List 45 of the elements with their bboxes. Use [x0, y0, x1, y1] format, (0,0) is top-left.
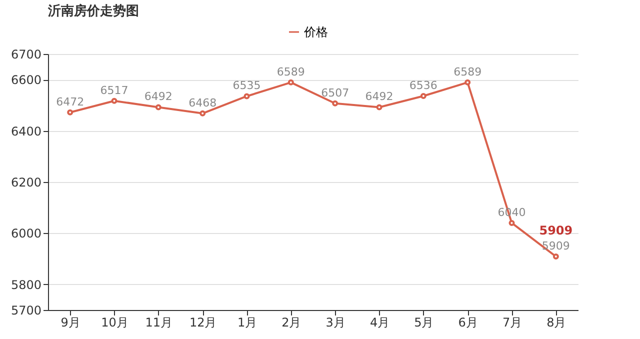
- chart-title: 沂南房价走势图: [47, 3, 139, 19]
- point: [420, 92, 426, 99]
- point: [67, 109, 74, 116]
- y-tick-label: 6200: [10, 176, 42, 190]
- data-label: 6536: [409, 78, 438, 92]
- point: [111, 98, 118, 104]
- y-tick-label: 6400: [10, 124, 42, 138]
- data-label: 6492: [144, 90, 172, 104]
- data-label: 6472: [56, 95, 84, 108]
- data-label: 5909: [542, 239, 570, 252]
- y-tick-label: 6600: [10, 73, 42, 88]
- y-tick-label: 6000: [10, 226, 42, 241]
- point: [288, 79, 294, 86]
- y-tick-label: 5800: [10, 278, 42, 292]
- x-tick-label: 10月: [101, 316, 128, 330]
- data-label: 6468: [188, 96, 217, 110]
- x-tick-label: 3月: [326, 316, 346, 330]
- x-tick-label: 8月: [546, 316, 566, 330]
- point: [508, 220, 515, 226]
- data-label: 6492: [365, 90, 394, 104]
- x-tick-label: 7月: [502, 316, 522, 330]
- y-tick-label: 6700: [10, 48, 42, 62]
- x-tick-label: 9月: [60, 316, 80, 330]
- data-label: 6517: [100, 84, 128, 97]
- point: [155, 104, 162, 110]
- data-label: 6535: [232, 79, 261, 92]
- point: [332, 100, 338, 106]
- point: [376, 104, 382, 110]
- x-tick-label: 12月: [189, 316, 217, 330]
- x-tick-label: 1月: [237, 316, 258, 330]
- point: [552, 254, 559, 260]
- x-tick-label: 4月: [370, 316, 390, 330]
- data-label: 6507: [321, 86, 350, 100]
- x-tick-label: 2月: [282, 316, 302, 330]
- annotation: 5909: [539, 223, 573, 238]
- point: [244, 93, 250, 100]
- y-tick-label: 5700: [10, 304, 42, 318]
- data-label: 6589: [454, 65, 482, 78]
- x-tick-label: 11月: [145, 316, 173, 330]
- x-tick-label: 5月: [414, 316, 434, 330]
- legend-label: 价格: [303, 25, 328, 39]
- point: [464, 79, 471, 86]
- x-tick-label: 6月: [458, 316, 478, 330]
- data-label: 6589: [276, 65, 305, 78]
- point: [200, 110, 206, 116]
